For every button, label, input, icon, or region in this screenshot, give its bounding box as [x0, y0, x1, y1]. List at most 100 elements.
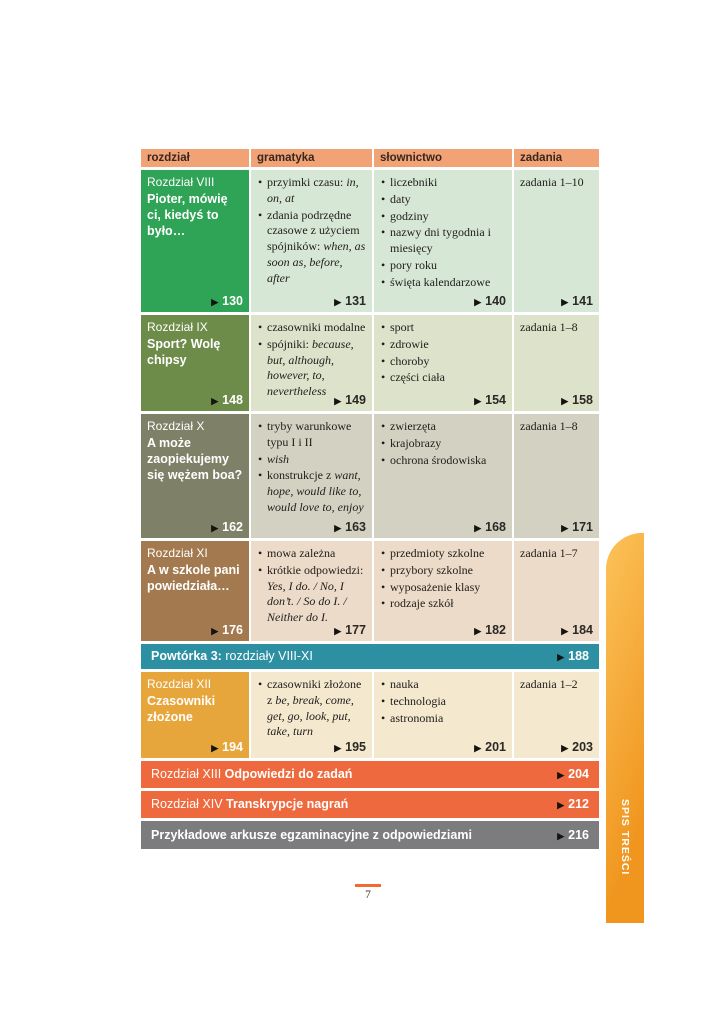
- grammar-list: czasowniki złożone z be, break, come, ge…: [257, 677, 366, 740]
- side-tab-label: SPIS TREŚCI: [619, 798, 631, 875]
- arrow-icon: ▶: [211, 523, 219, 533]
- header-rozdzial: rozdział: [141, 149, 249, 167]
- arrow-icon: ▶: [334, 523, 342, 533]
- chapter13-title: Odpowiedzi do zadań: [224, 767, 353, 782]
- table-row: Rozdział X A może zaopiekujemy się wężem…: [141, 414, 599, 538]
- header-slownictwo: słownictwo: [374, 149, 512, 167]
- page-number: 188: [568, 649, 589, 664]
- chapter13-number: Rozdział XIII: [151, 767, 225, 782]
- tasks-cell: zadania 1–8 ▶ 171: [514, 414, 599, 538]
- list-item: pory roku: [380, 258, 506, 274]
- tasks-cell: zadania 1–2 ▶ 203: [514, 672, 599, 758]
- list-item: wish: [257, 452, 366, 468]
- page-number: 158: [572, 393, 593, 407]
- page-number: 149: [345, 393, 366, 407]
- arrow-icon: ▶: [474, 396, 482, 406]
- chapter13-bar: Rozdział XIII Odpowiedzi do zadań ▶ 204: [141, 761, 599, 788]
- tasks-cell: zadania 1–8 ▶ 158: [514, 315, 599, 411]
- list-item: godziny: [380, 209, 506, 225]
- arrow-icon: ▶: [334, 743, 342, 753]
- list-item: nauka: [380, 677, 506, 693]
- arrow-icon: ▶: [211, 297, 219, 307]
- page-number: 182: [485, 623, 506, 637]
- page-number: 154: [485, 393, 506, 407]
- chapter14-title: Transkrypcje nagrań: [226, 797, 349, 812]
- page-reference: ▶ 212: [557, 798, 589, 811]
- list-item: zdrowie: [380, 337, 506, 353]
- list-item: spójniki: because, but, although, howeve…: [257, 337, 366, 400]
- page-number: 212: [568, 797, 589, 812]
- arrow-icon: ▶: [557, 800, 565, 811]
- page-reference: ▶ 163: [334, 520, 366, 534]
- arrow-icon: ▶: [561, 523, 569, 533]
- arrow-icon: ▶: [474, 297, 482, 307]
- grammar-cell: czasowniki modalnespójniki: because, but…: [251, 315, 372, 411]
- vocab-cell: sportzdrowiechorobyczęści ciała ▶154: [374, 315, 512, 411]
- page-reference: ▶ 130: [211, 294, 243, 308]
- page-number: 194: [222, 740, 243, 754]
- page-number: 141: [572, 294, 593, 308]
- arrow-icon: ▶: [334, 626, 342, 636]
- tasks-label: zadania 1–8: [520, 320, 578, 334]
- grammar-list: tryby warunkowe typu I i IIwishkonstrukc…: [257, 419, 366, 516]
- list-item: przyimki czasu: in, on, at: [257, 175, 366, 207]
- arrow-icon: ▶: [561, 297, 569, 307]
- list-item: nazwy dni tygodnia i miesięcy: [380, 225, 506, 257]
- arrow-icon: ▶: [334, 396, 342, 406]
- chapter14-bar: Rozdział XIV Transkrypcje nagrań ▶ 212: [141, 791, 599, 818]
- chapter-cell: Rozdział IX Sport? Wolę chipsy ▶ 148: [141, 315, 249, 411]
- page-number: 131: [345, 294, 366, 308]
- vocab-cell: przedmioty szkolneprzybory szkolnewyposa…: [374, 541, 512, 641]
- list-item: daty: [380, 192, 506, 208]
- list-item: przedmioty szkolne: [380, 546, 506, 562]
- page-reference: ▶ 171: [561, 520, 593, 534]
- page-number: 168: [485, 520, 506, 534]
- arrow-icon: ▶: [561, 626, 569, 636]
- page-reference: ▶ 216: [557, 829, 589, 842]
- page-reference: ▶ 188: [557, 650, 589, 663]
- tasks-label: zadania 1–2: [520, 677, 578, 691]
- chapter-title: A w szkole pani powiedziała…: [147, 562, 240, 593]
- page-number: 216: [568, 827, 589, 842]
- review-bar: Powtórka 3: rozdziały VIII-XI ▶ 188: [141, 644, 599, 669]
- chapter-cell: Rozdział VIII Pioter, mówię ci, kiedyś t…: [141, 170, 249, 312]
- arrow-icon: ▶: [211, 743, 219, 753]
- page-number: 201: [485, 740, 506, 754]
- grammar-list: czasowniki modalnespójniki: because, but…: [257, 320, 366, 400]
- page-reference: ▶ 184: [561, 623, 593, 637]
- grammar-cell: przyimki czasu: in, on, atzdania podrzęd…: [251, 170, 372, 312]
- page-number: 204: [568, 767, 589, 782]
- page-reference: ▶ 162: [211, 520, 243, 534]
- grammar-cell: tryby warunkowe typu I i IIwishkonstrukc…: [251, 414, 372, 538]
- arrow-icon: ▶: [561, 743, 569, 753]
- page-number: 140: [485, 294, 506, 308]
- list-item: sport: [380, 320, 506, 336]
- toc-table: rozdział gramatyka słownictwo zadania Ro…: [141, 149, 599, 849]
- list-item: zdania podrzędne czasowe z użyciem spójn…: [257, 208, 366, 287]
- list-item: liczebniki: [380, 175, 506, 191]
- arrow-icon: ▶: [557, 770, 565, 781]
- vocab-cell: zwierzętakrajobrazyochrona środowiska ▶1…: [374, 414, 512, 538]
- arrow-icon: ▶: [474, 523, 482, 533]
- grammar-cell: mowa zależnakrótkie odpowiedzi: Yes, I d…: [251, 541, 372, 641]
- vocab-list: naukatechnologiaastronomia: [380, 677, 506, 726]
- grammar-list: przyimki czasu: in, on, atzdania podrzęd…: [257, 175, 366, 287]
- chapter-cell: Rozdział XI A w szkole pani powiedziała……: [141, 541, 249, 641]
- vocab-list: przedmioty szkolneprzybory szkolnewyposa…: [380, 546, 506, 612]
- footer-divider: [355, 884, 381, 887]
- chapter-title: Sport? Wolę chipsy: [147, 336, 221, 367]
- page-reference: ▶ 148: [211, 393, 243, 407]
- list-item: czasowniki złożone z be, break, come, ge…: [257, 677, 366, 740]
- chapter-cell: Rozdział XII Czasowniki złożone ▶ 194: [141, 672, 249, 758]
- list-item: ochrona środowiska: [380, 453, 506, 469]
- arrow-icon: ▶: [561, 396, 569, 406]
- chapter-title: A może zaopiekujemy się wężem boa?: [147, 435, 243, 483]
- list-item: krajobrazy: [380, 436, 506, 452]
- page-number: 163: [345, 520, 366, 534]
- vocab-list: zwierzętakrajobrazyochrona środowiska: [380, 419, 506, 468]
- grammar-cell: czasowniki złożone z be, break, come, ge…: [251, 672, 372, 758]
- list-item: konstrukcje z want, hope, would like to,…: [257, 468, 366, 515]
- page-reference: ▶ 149: [334, 393, 366, 407]
- page-number: 177: [345, 623, 366, 637]
- arrow-icon: ▶: [557, 652, 565, 663]
